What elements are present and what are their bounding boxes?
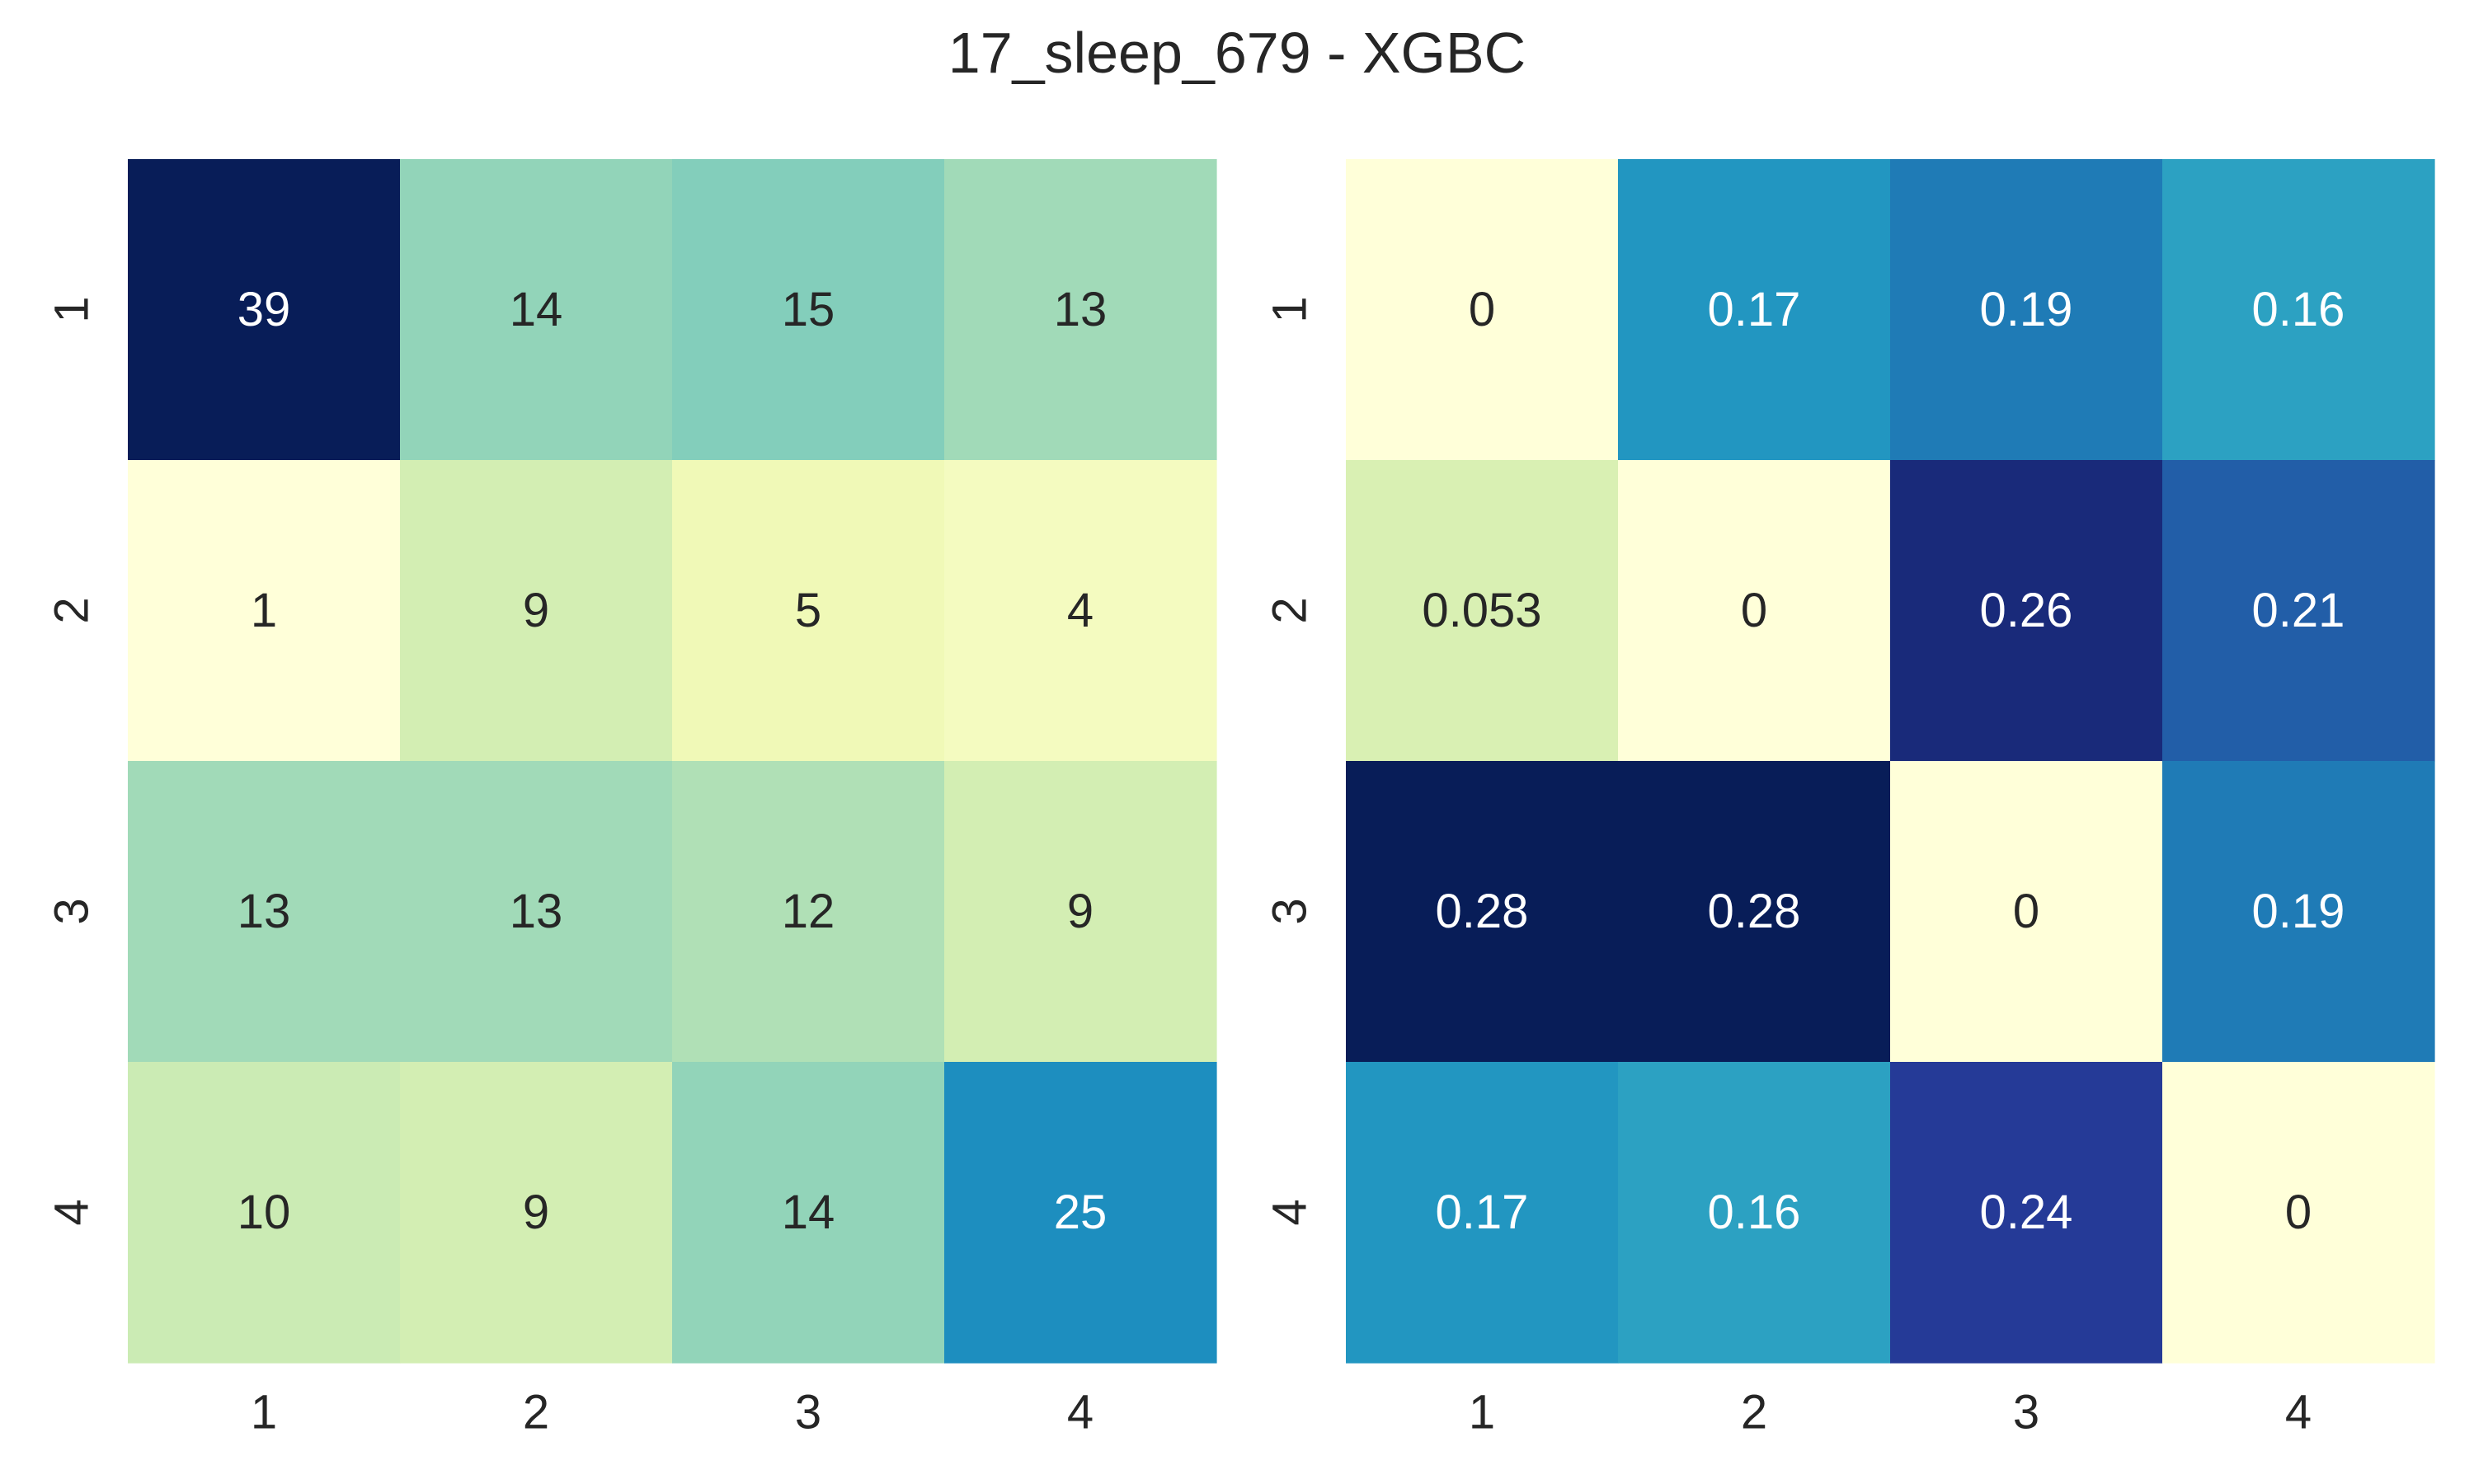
left-cell-r1-c2 [400,159,673,461]
right-cell-r2-c1 [1346,460,1619,762]
left-y-tick-2: 2 [45,597,99,623]
right-cell-label-r4-c4: 0 [2285,1186,2312,1239]
left-cell-r2-c1 [128,460,401,762]
left-x-tick-2: 2 [523,1386,549,1439]
left-cell-r2-c3 [672,460,945,762]
left-cell-label-r2-c4: 4 [1067,584,1094,637]
right-cell-label-r1-c3: 0.19 [1980,283,2073,336]
right-cell-r3-c1 [1346,761,1619,1063]
left-y-tick-3: 3 [45,898,99,924]
left-cell-r2-c2 [400,460,673,762]
left-cell-r2-c4 [944,460,1217,762]
left-cell-label-r1-c4: 13 [1054,283,1108,336]
right-cell-label-r3-c2: 0.28 [1708,885,1801,938]
right-cell-r4-c4 [2162,1062,2435,1364]
left-cell-label-r1-c3: 15 [782,283,835,336]
right-cell-label-r4-c1: 0.17 [1436,1186,1529,1239]
right-cell-r2-c4 [2162,460,2435,762]
right-cell-r2-c3 [1890,460,2163,762]
right-cell-r2-c2 [1618,460,1891,762]
left-x-tick-3: 3 [795,1386,821,1439]
right-cell-label-r2-c1: 0.053 [1422,584,1541,637]
left-cell-label-r2-c1: 1 [251,584,277,637]
left-cell-r3-c3 [672,761,945,1063]
right-cell-r1-c3 [1890,159,2163,461]
right-cell-label-r4-c2: 0.16 [1708,1186,1801,1239]
left-cell-label-r4-c3: 14 [782,1186,835,1239]
confusion-matrix-rates: 0 0.17 0.19 0.16 0.053 0 0.26 0.21 0.28 0.28 0 0.19… [1263,159,2435,1439]
right-cell-label-r4-c3: 0.24 [1980,1186,2073,1239]
right-x-tick-3: 3 [2013,1386,2039,1439]
left-cell-label-r1-c2: 14 [510,283,563,336]
right-cell-label-r1-c2: 0.17 [1708,283,1801,336]
left-cell-label-r3-c2: 13 [510,885,563,938]
left-y-tick-1: 1 [45,296,99,322]
left-cell-r4-c2 [400,1062,673,1364]
left-x-tick-4: 4 [1067,1386,1094,1439]
left-cell-r1-c3 [672,159,945,461]
right-cell-r3-c2 [1618,761,1891,1063]
right-cell-r4-c1 [1346,1062,1619,1364]
right-y-tick-4: 4 [1263,1199,1317,1225]
left-cell-label-r4-c2: 9 [523,1186,549,1239]
right-cell-label-r1-c4: 0.16 [2252,283,2345,336]
right-cell-r1-c2 [1618,159,1891,461]
right-cell-r3-c4 [2162,761,2435,1063]
left-cell-r3-c2 [400,761,673,1063]
left-cell-r4-c4 [944,1062,1217,1364]
left-cell-label-r4-c1: 10 [238,1186,291,1239]
right-cell-r4-c3 [1890,1062,2163,1364]
right-cell-label-r3-c1: 0.28 [1436,885,1529,938]
left-cell-r3-c1 [128,761,401,1063]
figure-title: 17_sleep_679 - XGBC [948,21,1526,85]
left-cell-label-r4-c4: 25 [1054,1186,1108,1239]
right-cell-label-r2-c3: 0.26 [1980,584,2073,637]
left-cell-r1-c1 [128,159,401,461]
right-cell-label-r1-c1: 0 [1469,283,1495,336]
right-cell-label-r2-c4: 0.21 [2252,584,2345,637]
right-cell-label-r3-c4: 0.19 [2252,885,2345,938]
right-cell-label-r2-c2: 0 [1741,584,1767,637]
left-cell-label-r3-c3: 12 [782,885,835,938]
left-cell-label-r3-c4: 9 [1067,885,1094,938]
left-cell-label-r2-c3: 5 [795,584,821,637]
left-cell-label-r1-c1: 39 [238,283,291,336]
left-x-tick-1: 1 [251,1386,277,1439]
left-cell-label-r2-c2: 9 [523,584,549,637]
left-cell-r3-c4 [944,761,1217,1063]
right-y-tick-2: 2 [1263,597,1317,623]
right-x-tick-1: 1 [1469,1386,1495,1439]
left-cell-label-r3-c1: 13 [238,885,291,938]
right-x-tick-4: 4 [2285,1386,2312,1439]
right-y-tick-3: 3 [1263,898,1317,924]
left-y-tick-4: 4 [45,1199,99,1225]
left-cell-r4-c3 [672,1062,945,1364]
right-x-tick-2: 2 [1741,1386,1767,1439]
left-cell-r4-c1 [128,1062,401,1364]
right-cell-label-r3-c3: 0 [2013,885,2039,938]
right-cell-r3-c3 [1890,761,2163,1063]
right-cell-r4-c2 [1618,1062,1891,1364]
right-cell-r1-c1 [1346,159,1619,461]
right-cell-r1-c4 [2162,159,2435,461]
right-y-tick-1: 1 [1263,296,1317,322]
left-cell-r1-c4 [944,159,1217,461]
